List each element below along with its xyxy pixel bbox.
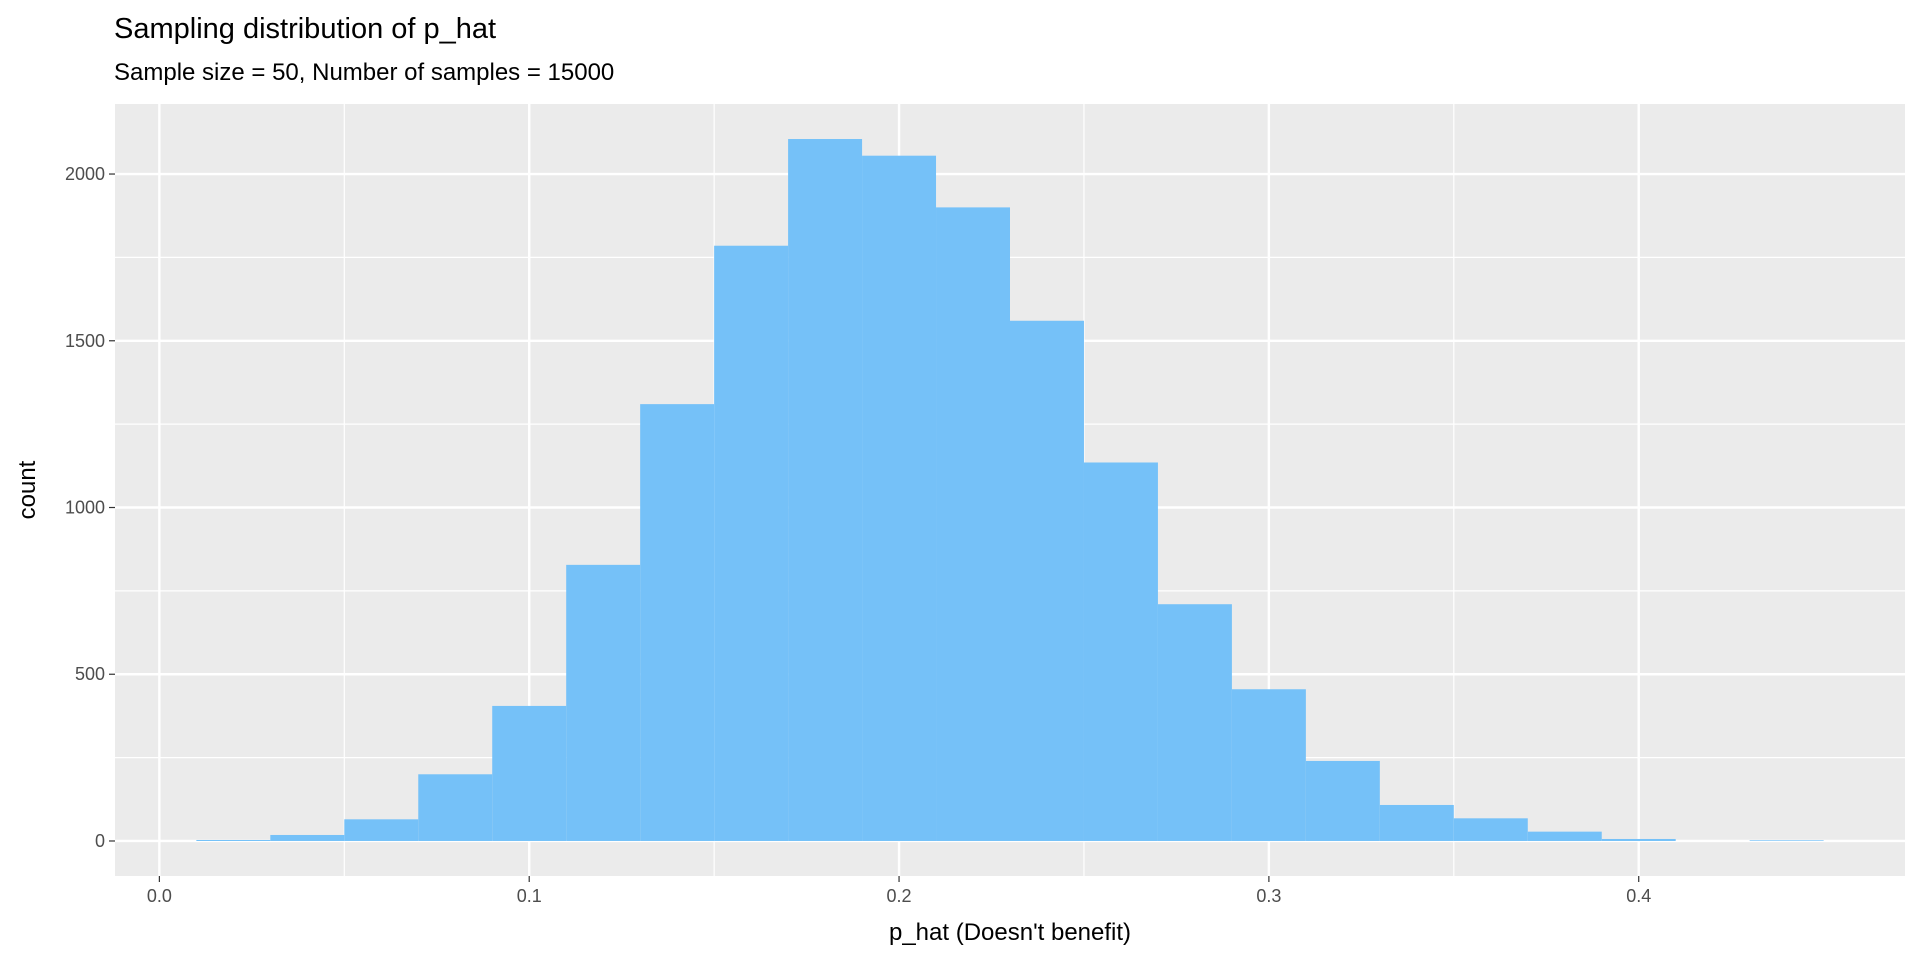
bar bbox=[492, 705, 567, 841]
bar bbox=[1157, 604, 1232, 841]
bar bbox=[1601, 838, 1676, 841]
bar bbox=[714, 245, 789, 841]
y-tick-label: 1500 bbox=[65, 331, 105, 351]
x-tick-label: 0.2 bbox=[887, 886, 912, 906]
bar bbox=[1083, 462, 1158, 841]
y-axis-label: count bbox=[14, 460, 41, 519]
bar bbox=[1305, 760, 1380, 841]
bar bbox=[418, 774, 493, 841]
bar bbox=[566, 564, 641, 841]
y-tick-label: 2000 bbox=[65, 164, 105, 184]
bar bbox=[1749, 840, 1824, 841]
x-axis-label: p_hat (Doesn't benefit) bbox=[889, 919, 1131, 946]
bar bbox=[788, 139, 863, 841]
bar bbox=[936, 207, 1010, 841]
bar bbox=[1453, 818, 1528, 841]
y-tick-label: 500 bbox=[75, 664, 105, 684]
x-tick-label: 0.3 bbox=[1256, 886, 1281, 906]
y-tick-label: 0 bbox=[95, 831, 105, 851]
bar bbox=[640, 404, 715, 841]
bar bbox=[862, 155, 937, 841]
x-tick-label: 0.1 bbox=[517, 886, 542, 906]
bar bbox=[270, 834, 345, 841]
bar bbox=[1379, 804, 1454, 841]
y-tick-label: 1000 bbox=[65, 498, 105, 518]
x-tick-label: 0.4 bbox=[1626, 886, 1651, 906]
chart-title: Sampling distribution of p_hat bbox=[114, 13, 496, 45]
bar bbox=[196, 839, 271, 841]
x-tick-label: 0.0 bbox=[147, 886, 172, 906]
bar bbox=[1010, 320, 1084, 841]
bar bbox=[344, 819, 419, 841]
bar bbox=[1231, 689, 1306, 841]
bar bbox=[1527, 831, 1602, 841]
chart-subtitle: Sample size = 50, Number of samples = 15… bbox=[114, 59, 614, 86]
